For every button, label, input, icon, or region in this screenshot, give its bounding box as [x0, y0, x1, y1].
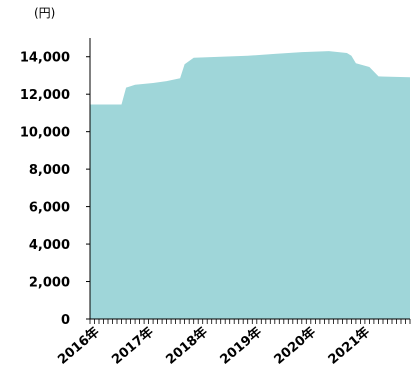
x-axis-minor-ticks: [89, 319, 411, 324]
x-tick-label: 2021年: [325, 324, 373, 368]
y-tick-label: 0: [61, 313, 70, 328]
y-tick-label: 6,000: [29, 201, 70, 216]
y-tick-label: 12,000: [20, 88, 70, 103]
x-tick-label: 2016年: [55, 324, 103, 368]
y-tick-label: 8,000: [29, 163, 70, 178]
area-series: [90, 51, 410, 319]
y-tick-label: 10,000: [20, 126, 70, 141]
x-axis-tick-labels: 2016年 2017年 2018年 2019年 2020年 2021年: [55, 324, 373, 368]
y-tick-label: 4,000: [29, 238, 70, 253]
y-axis-ticks: 0 2,000 4,000 6,000 8,000 10,000 12,000 14,000: [20, 51, 90, 328]
x-tick-label: 2017年: [109, 324, 157, 368]
x-tick-label: 2020年: [271, 324, 319, 368]
y-tick-label: 2,000: [29, 276, 70, 291]
unit-label: (円): [34, 6, 55, 20]
x-tick-label: 2018年: [163, 324, 211, 368]
x-tick-label: 2019年: [217, 324, 265, 368]
y-tick-label: 14,000: [20, 51, 70, 66]
